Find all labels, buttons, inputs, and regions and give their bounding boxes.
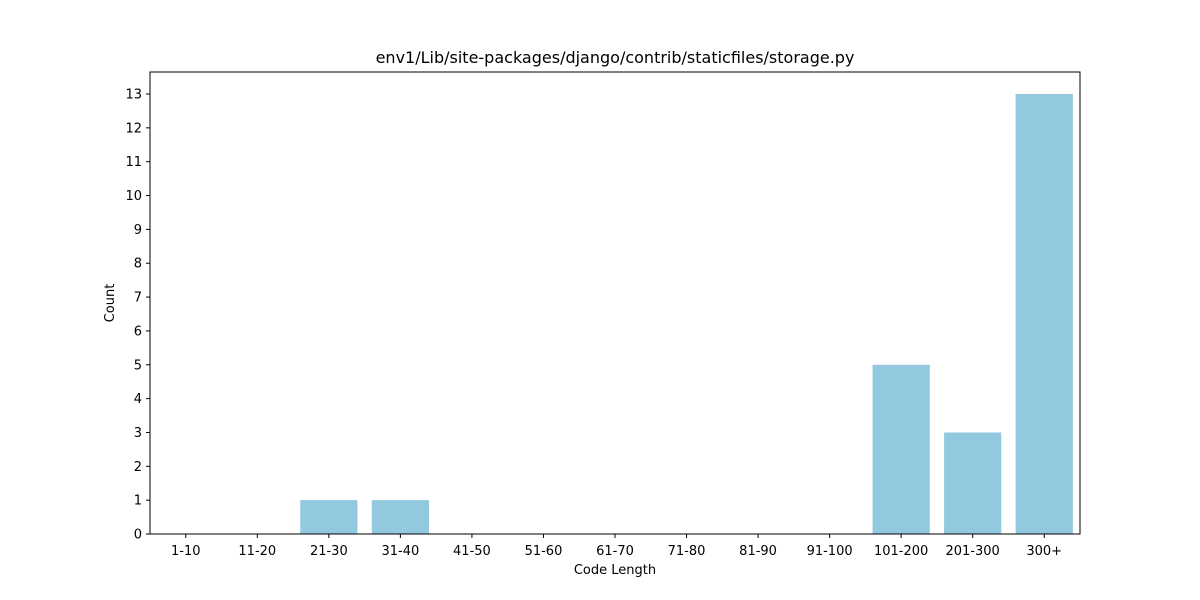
x-tick-label: 1-10	[171, 544, 201, 559]
x-tick-label: 71-80	[668, 544, 706, 559]
y-tick-label: 12	[125, 121, 142, 136]
x-tick-label: 81-90	[739, 544, 777, 559]
y-tick-label: 5	[134, 358, 142, 373]
y-tick-label: 11	[125, 155, 142, 170]
bar-31-40	[371, 500, 429, 534]
y-tick-label: 7	[134, 291, 142, 306]
bar-300+	[1015, 94, 1073, 534]
y-tick-label: 4	[134, 392, 142, 407]
x-tick-label: 61-70	[596, 544, 634, 559]
x-tick-label: 31-40	[381, 544, 419, 559]
y-axis-label: Count	[103, 284, 118, 323]
y-tick-label: 8	[134, 257, 142, 272]
y-tick-label: 13	[125, 88, 142, 103]
x-tick-label: 41-50	[453, 544, 491, 559]
x-tick-label: 51-60	[525, 544, 563, 559]
x-tick-label: 201-300	[946, 544, 1000, 559]
plot-frame	[149, 71, 1081, 535]
y-tick-label: 1	[134, 494, 142, 509]
x-tick-label: 11-20	[238, 544, 276, 559]
bar-201-300	[944, 432, 1002, 534]
x-tick-label: 91-100	[807, 544, 853, 559]
bar-21-30	[300, 500, 358, 534]
x-tick-label: 300+	[1026, 544, 1062, 559]
y-tick-label: 3	[134, 426, 142, 441]
chart-title: env1/Lib/site-packages/django/contrib/st…	[376, 48, 855, 67]
x-axis: 1-10 11-20 21-30 31-40 41-50 51-60 61-70 71-80 8…	[171, 534, 1062, 559]
x-tick-label: 101-200	[874, 544, 928, 559]
y-tick-label: 6	[134, 324, 142, 339]
x-axis-label: Code Length	[574, 563, 656, 578]
y-tick-label: 10	[125, 189, 142, 204]
bars-group	[300, 94, 1073, 534]
bar-101-200	[872, 364, 930, 534]
y-tick-label: 0	[134, 528, 142, 543]
y-tick-label: 2	[134, 460, 142, 475]
y-tick-label: 9	[134, 223, 142, 238]
x-tick-label: 21-30	[310, 544, 348, 559]
